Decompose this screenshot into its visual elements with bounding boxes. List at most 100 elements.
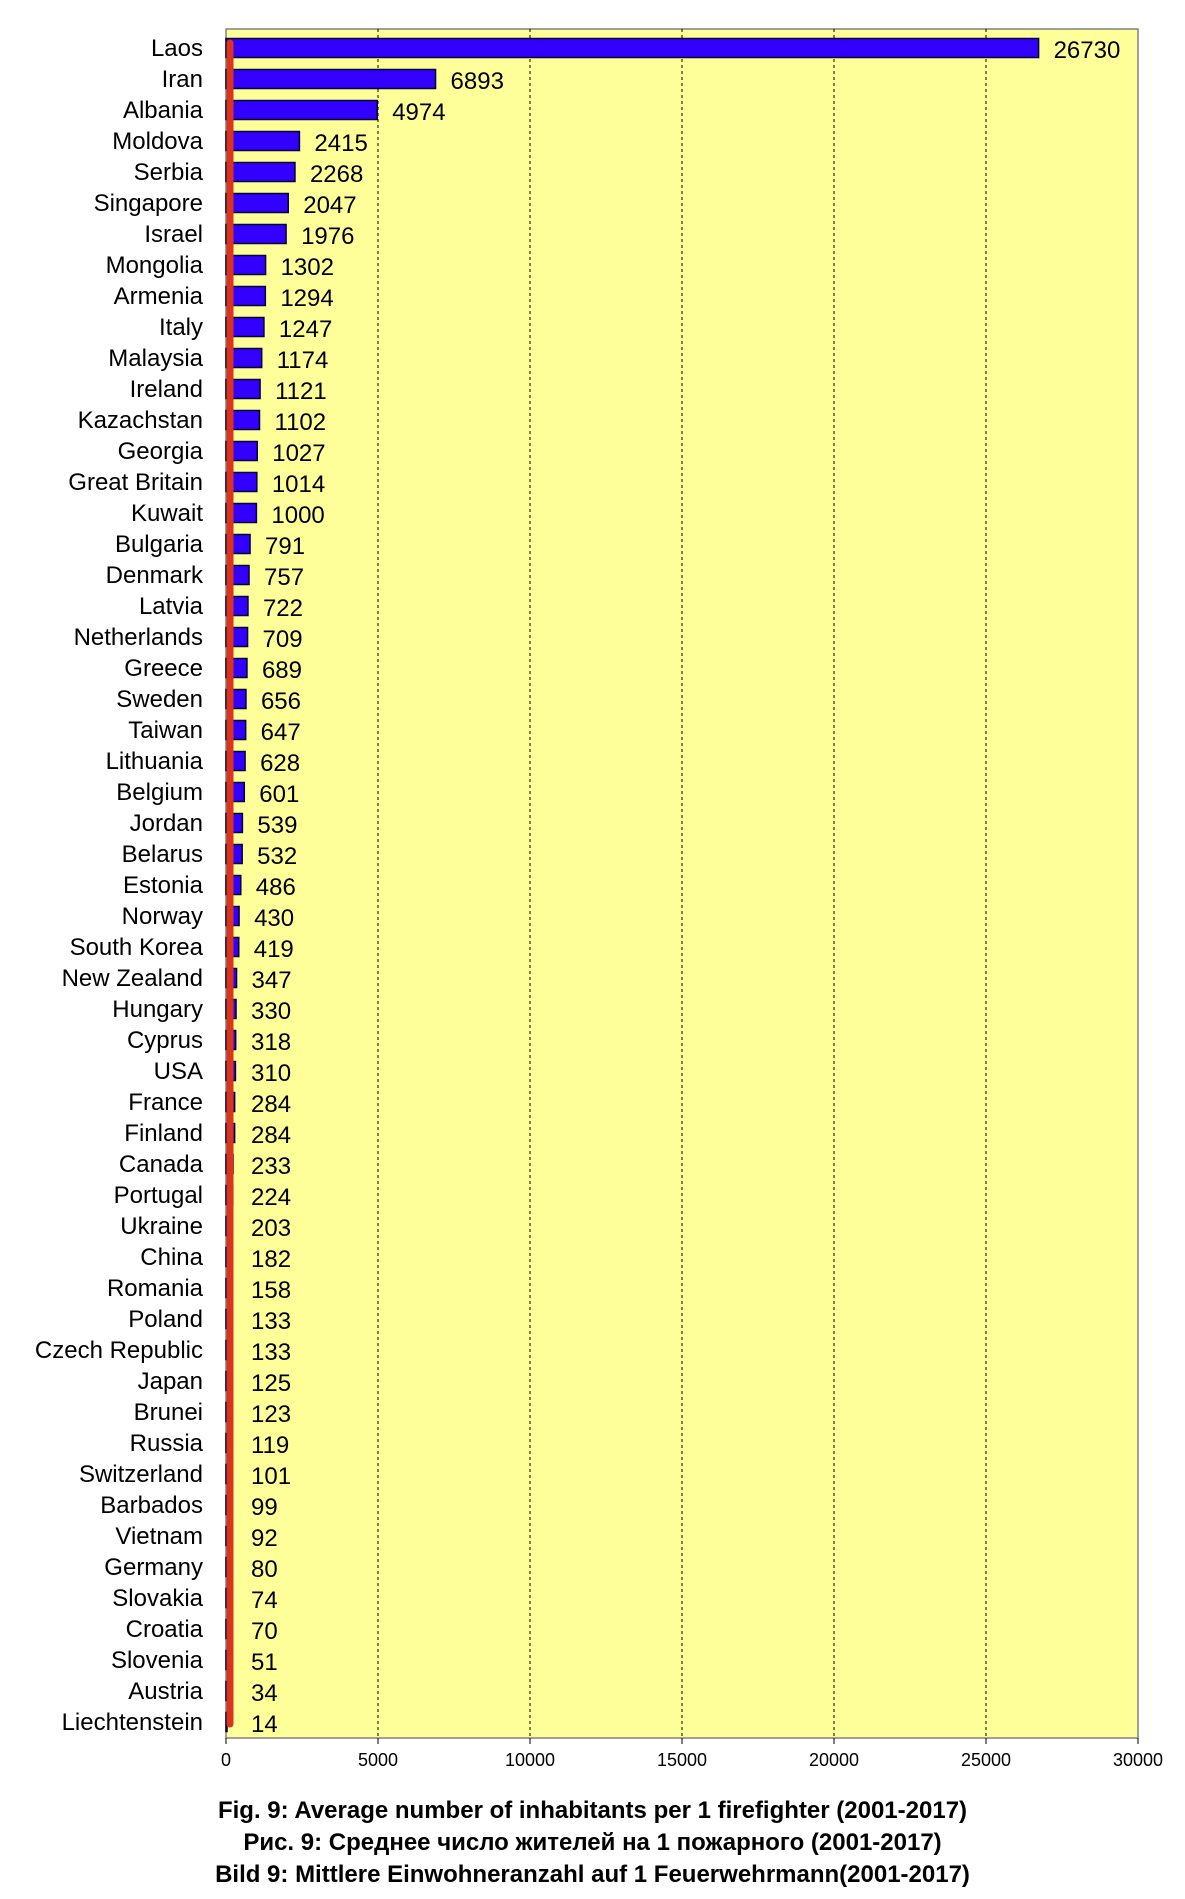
- category-label: Taiwan: [128, 717, 203, 744]
- value-label: 133: [251, 1339, 291, 1366]
- value-label: 486: [256, 874, 296, 901]
- category-label: Mongolia: [106, 252, 204, 279]
- bar: [225, 378, 261, 400]
- caption-english: Fig. 9: Average number of inhabitants pe…: [217, 1797, 968, 1824]
- value-label: 628: [260, 750, 300, 777]
- category-label: Great Britain: [68, 469, 203, 496]
- category-label: Belgium: [116, 779, 203, 806]
- value-label: 2415: [314, 130, 367, 157]
- value-label: 1121: [275, 378, 327, 405]
- value-label: 347: [252, 967, 292, 994]
- category-label: Barbados: [100, 1492, 203, 1519]
- category-label: Georgia: [118, 438, 204, 465]
- value-label: 689: [262, 657, 302, 684]
- value-label: 123: [251, 1401, 291, 1428]
- category-label: Norway: [122, 903, 203, 930]
- category-label: Hungary: [112, 996, 203, 1023]
- value-label: 722: [263, 595, 303, 622]
- category-label: Vietnam: [115, 1523, 203, 1550]
- bar: [225, 502, 258, 524]
- bar: [225, 471, 258, 493]
- value-label: 284: [251, 1091, 291, 1118]
- value-label: 430: [254, 905, 294, 932]
- bar: [225, 68, 437, 90]
- category-label: Albania: [123, 97, 204, 124]
- value-label: 158: [251, 1277, 291, 1304]
- category-label: Poland: [128, 1306, 203, 1333]
- bar: [225, 99, 378, 121]
- tick-label: 10000: [505, 1750, 555, 1770]
- category-label: Germany: [104, 1554, 203, 1581]
- category-label: Denmark: [106, 562, 204, 589]
- category-label: Kuwait: [131, 500, 203, 527]
- category-label: Latvia: [139, 593, 204, 620]
- category-label: Estonia: [123, 872, 204, 899]
- category-label: Finland: [124, 1120, 203, 1147]
- x-axis-ticks: 0 5000 10000 15000 20000 25000 30000: [221, 1738, 1163, 1770]
- category-label: Iran: [162, 66, 203, 93]
- caption-russian: Рис. 9: Среднее число жителей на 1 пожар…: [243, 1829, 942, 1856]
- value-label: 539: [257, 812, 297, 839]
- value-label: 74: [251, 1587, 278, 1614]
- category-label: Kazachstan: [78, 407, 203, 434]
- tick-label: 5000: [358, 1750, 398, 1770]
- bar: [225, 130, 301, 152]
- category-label: Brunei: [134, 1399, 203, 1426]
- category-label: Portugal: [114, 1182, 203, 1209]
- value-label: 224: [251, 1184, 291, 1211]
- value-label: 1102: [275, 409, 327, 436]
- value-label: 1000: [271, 502, 324, 529]
- category-label: Malaysia: [108, 345, 203, 372]
- category-label: Belarus: [122, 841, 203, 868]
- category-label: Israel: [144, 221, 203, 248]
- category-label: Armenia: [114, 283, 204, 310]
- value-label: 791: [265, 533, 305, 560]
- bar: [225, 285, 267, 307]
- value-label: 203: [251, 1215, 291, 1242]
- category-label: Bulgaria: [115, 531, 204, 558]
- category-label: Switzerland: [79, 1461, 203, 1488]
- tick-label: 15000: [657, 1750, 707, 1770]
- category-label: China: [140, 1244, 203, 1271]
- value-label: 647: [261, 719, 301, 746]
- category-label: New Zealand: [62, 965, 203, 992]
- value-label: 133: [251, 1308, 291, 1335]
- value-label: 318: [251, 1029, 291, 1056]
- value-label: 233: [251, 1153, 291, 1180]
- tick-label: 20000: [809, 1750, 859, 1770]
- value-label: 532: [257, 843, 297, 870]
- category-label: Ukraine: [120, 1213, 203, 1240]
- value-label: 601: [259, 781, 299, 808]
- value-label: 1174: [277, 347, 329, 374]
- value-label: 757: [264, 564, 304, 591]
- bar: [225, 254, 267, 276]
- category-label: USA: [154, 1058, 203, 1085]
- value-label: 125: [251, 1370, 291, 1397]
- value-label: 6893: [451, 68, 504, 95]
- value-label: 419: [254, 936, 294, 963]
- value-label: 1027: [272, 440, 325, 467]
- category-label: Czech Republic: [35, 1337, 203, 1364]
- value-label: 92: [251, 1525, 278, 1552]
- value-label: 70: [251, 1618, 278, 1645]
- category-label: Sweden: [116, 686, 203, 713]
- value-label: 4974: [392, 99, 445, 126]
- value-label: 1014: [272, 471, 325, 498]
- category-labels: Laos Iran Albania Moldova Serbia Singapore Isr…: [35, 35, 204, 1736]
- value-label: 709: [263, 626, 303, 653]
- bar: [225, 409, 261, 431]
- value-label: 51: [251, 1649, 278, 1676]
- category-label: Russia: [130, 1430, 204, 1457]
- category-label: Singapore: [94, 190, 203, 217]
- category-label: Austria: [128, 1678, 203, 1705]
- category-label: Slovenia: [111, 1647, 204, 1674]
- category-label: Croatia: [126, 1616, 204, 1643]
- bar: [225, 223, 287, 245]
- value-label: 656: [261, 688, 301, 715]
- category-label: Italy: [159, 314, 203, 341]
- value-label: 1302: [281, 254, 334, 281]
- value-label: 1247: [279, 316, 332, 343]
- category-label: Canada: [119, 1151, 204, 1178]
- value-label: 182: [251, 1246, 291, 1273]
- bar: [225, 192, 289, 214]
